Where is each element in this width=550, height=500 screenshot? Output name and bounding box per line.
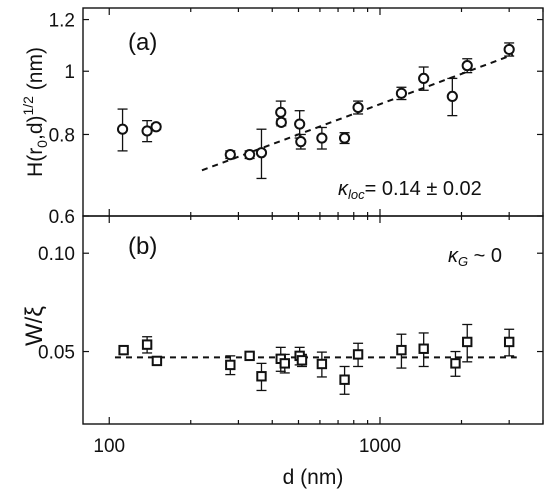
data-point: [339, 374, 350, 385]
kappa-g-subscript: G: [458, 254, 468, 269]
panel-a-y-label: H(r0,d)1/2 (nm): [20, 47, 50, 177]
data-point: [150, 121, 162, 133]
x-axis-label: d (nm): [283, 466, 344, 489]
x-axis-ticks: 100 1000: [93, 216, 544, 457]
data-point: [446, 90, 458, 103]
panel-b-y-label: W/ξ: [21, 306, 48, 346]
data-point: [275, 116, 287, 128]
data-point: [116, 123, 129, 135]
y-tick-label: 0.8: [49, 125, 75, 146]
panel-a-errorbars: [117, 42, 515, 180]
kappa-loc-subscript: loc: [348, 187, 365, 202]
data-point: [296, 355, 308, 366]
panel-b: (b) 0.05 0.10 100 1000 κG ~ 0 W/ξ d (nm): [21, 215, 544, 489]
ylabel-end: (nm): [24, 47, 47, 96]
x-tick-label: 1000: [359, 436, 401, 457]
data-point: [244, 149, 256, 161]
kappa-g-symbol: κ: [448, 245, 459, 267]
panel-a-annotation: κloc= 0.14 ± 0.02: [338, 178, 482, 202]
y-tick-label: 0.6: [49, 207, 75, 228]
data-point: [503, 336, 515, 348]
data-point: [418, 72, 430, 85]
data-point: [224, 149, 236, 161]
data-point: [461, 60, 473, 72]
data-point: [141, 125, 153, 137]
data-point: [294, 118, 306, 130]
y-tick-label: 1: [64, 62, 75, 83]
data-point: [352, 101, 364, 114]
kappa-loc-symbol: κ: [338, 178, 349, 200]
x-tick-label: 100: [93, 436, 125, 457]
panel-a-label: (a): [128, 29, 157, 56]
panel-a: (a) 0.6 0.8 1 1.2 κloc= 0.14 ± 0.02 H(r0,d)…: [20, 7, 544, 228]
data-point: [279, 358, 290, 369]
data-point: [338, 132, 351, 144]
ylabel-mid: ,d): [24, 116, 47, 141]
data-point: [352, 349, 364, 360]
panel-b-frame: [82, 215, 544, 425]
data-point: [255, 147, 268, 159]
data-point: [396, 344, 407, 356]
panel-b-annotation: κG ~ 0: [448, 245, 502, 269]
data-point: [450, 358, 461, 369]
panel-b-label: (b): [128, 233, 157, 260]
data-point: [316, 358, 328, 370]
data-point: [118, 344, 129, 356]
ylabel-sub: 0: [34, 140, 50, 148]
y-tick-label: 1.2: [49, 11, 75, 32]
y-tick-label: 0.05: [38, 343, 75, 364]
data-point: [256, 371, 267, 382]
data-point: [418, 343, 429, 354]
ylabel-sup: 1/2: [20, 96, 36, 116]
panel-b-y-ticks: 0.05 0.10: [38, 244, 543, 364]
kappa-loc-value: = 0.14 ± 0.02: [365, 178, 482, 200]
data-point: [316, 132, 328, 144]
y-tick-label: 0.10: [38, 244, 75, 265]
ylabel-main: H(r: [24, 148, 47, 177]
data-point: [295, 136, 307, 148]
data-point: [244, 350, 255, 362]
data-point: [151, 355, 163, 367]
data-point: [395, 87, 408, 99]
panel-b-markers: [118, 336, 515, 385]
panel-a-markers: [116, 43, 515, 161]
data-point: [275, 106, 287, 118]
data-point: [462, 336, 473, 348]
data-point: [225, 359, 236, 371]
data-point: [503, 43, 515, 56]
data-point: [141, 339, 153, 350]
kappa-g-value: ~ 0: [468, 245, 502, 267]
